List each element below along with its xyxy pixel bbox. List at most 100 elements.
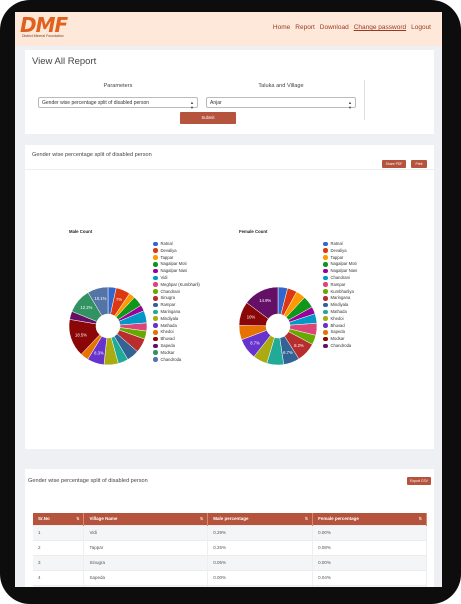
legend-item[interactable]: Nagalpar Nani [153,268,200,275]
nav-home[interactable]: Home [272,24,291,31]
legend-color-dot [153,316,158,321]
legend-item[interactable]: Modsar [323,336,357,343]
legend-item[interactable]: Bhuvad [153,336,200,343]
legend-color-dot [323,323,328,328]
legend-label: Maringana [330,295,351,301]
col-village-name[interactable]: Village Name ⇅ [83,513,209,525]
report-table: Sr.No ⇅ Village Name ⇅ Male percentage ⇅ Fe… [33,513,427,587]
legend-item[interactable]: Nagalpar Moti [323,261,357,268]
table-cell: 0.25% [207,539,314,555]
legend-item[interactable]: Nagalpar Moti [153,261,200,268]
legend-item[interactable]: Chandrani [323,275,357,282]
submit-button[interactable]: Submit [180,112,236,124]
nav-logout[interactable]: Logout [411,24,431,31]
select-arrow-icon: ▲ ▼ [348,100,352,110]
legend-item[interactable]: Devaliya [323,248,357,255]
legend-item[interactable]: Rampar [153,302,200,309]
table-row[interactable]: 3 Sinugra 0.05% 0.00% [33,554,427,570]
slice-value-label: 8.7% [250,340,260,345]
chart-card-title: Gender wise percentage split of disabled… [32,152,152,158]
legend-color-dot [323,248,328,253]
legend-item[interactable]: Tappar [153,255,200,262]
chart-card: Gender wise percentage split of disabled… [25,145,434,449]
pie-slice-chandroda[interactable] [246,286,279,320]
table-header-row: Sr.No ⇅ Village Name ⇅ Male percentage ⇅ Fe… [33,513,427,525]
legend-item[interactable]: Kumbharliya [323,289,357,296]
legend-item[interactable]: Chandrani [153,289,200,296]
female-chart-title: Female Count [239,229,268,234]
legend-item[interactable]: Rampar [323,282,357,289]
legend-item[interactable]: Mindiyala [323,302,357,309]
print-button[interactable]: Print [411,160,427,168]
legend-color-dot [323,275,328,281]
legend-label: Rampar [160,302,176,308]
taluka-select[interactable]: Anjar ▲ ▼ [206,97,356,110]
nav-download[interactable]: Download [319,24,349,31]
legend-item[interactable]: Ratnal [153,241,200,248]
legend-item[interactable]: Maringana [323,295,357,302]
legend-item[interactable]: Vidi [153,275,200,282]
legend-label: Mindiyala [160,315,179,321]
table-row[interactable]: 1 Vidi 0.29% 0.00% [33,524,427,540]
col-srno[interactable]: Sr.No ⇅ [33,513,85,525]
share-pdf-button[interactable]: Share PDF [382,160,406,168]
legend-item[interactable]: Meghpar (Kumbharli) [153,282,200,289]
divider [25,169,434,170]
legend-label: Modsar [160,349,175,355]
table-cell: 0.04% [312,569,427,585]
legend-label: Chandroda [330,342,352,348]
legend-label: Devaliya [330,247,347,253]
legend-item[interactable]: Sinugra [153,295,200,302]
legend-label: Rampar [330,281,346,287]
legend-item[interactable]: Tappar [323,255,357,262]
male-legend: Ratnal Devaliya Tappar Nagalpar Moti Nagalpa… [153,241,200,363]
legend-label: Mindiyala [330,302,349,308]
legend-item[interactable]: Khedoi [153,329,200,336]
legend-label: Chandroda [160,356,182,362]
nav-change-password[interactable]: Change password [353,24,407,31]
table-body: 1 Vidi 0.29% 0.00% 2 Tappar 0.25% 0.08% 3 Sinugra… [33,524,427,587]
legend-item[interactable]: Mathada [323,309,357,316]
legend-item[interactable]: Chandroda [323,343,357,350]
legend-label: Khedoi [330,315,344,321]
legend-label: Vidi [160,274,168,280]
table-row[interactable]: 5Ratnal0.21%0.08% [33,584,427,587]
legend-item[interactable]: Chandroda [153,357,200,364]
legend-color-dot [153,323,158,328]
table-cell: 5 [33,584,85,587]
export-csv-button[interactable]: Export CSV [407,477,431,485]
slice-value-label: 6.7% [283,350,293,355]
dmf-logo[interactable]: DMF District Mineral Foundation [20,15,84,42]
table-row[interactable]: 4 Sapeda 0.00% 0.04% [33,569,427,585]
table-cell: 0.00% [312,524,427,540]
legend-item[interactable]: Sapeda [153,343,200,350]
table-cell: 0.29% [207,524,314,540]
logo-subtitle: District Mineral Foundation [22,34,64,38]
pie-slice-chandroda[interactable] [87,286,109,317]
screen: DMF District Mineral Foundation Home Rep… [15,12,442,587]
legend-item[interactable]: Khedoi [323,316,357,323]
table-cell: Sinugra [83,554,209,570]
legend-item[interactable]: Maringana [153,309,200,316]
legend-item[interactable]: Sapeda [323,329,357,336]
legend-item[interactable]: Devaliya [153,248,200,255]
legend-item[interactable]: Mathada [153,323,200,330]
legend-color-dot [323,296,328,301]
legend-item[interactable]: Modsar [153,350,200,357]
parameter-select[interactable]: Gender wise percentage split of disabled… [38,97,198,110]
legend-color-dot [323,343,328,349]
legend-color-dot [323,262,328,267]
legend-item[interactable]: Ratnal [323,241,357,248]
col-male-percentage[interactable]: Male percentage ⇅ [207,513,314,525]
table-row[interactable]: 2 Tappar 0.25% 0.08% [33,539,427,555]
table-cell: 0.21% [207,584,314,587]
col-female-percentage[interactable]: Female percentage ⇅ [312,513,427,525]
nav-report[interactable]: Report [295,24,315,31]
legend-item[interactable]: Mindiyala [153,316,200,323]
table-cell: 0.08% [312,584,427,587]
taluka-select-value: Anjar [210,100,222,106]
legend-item[interactable]: Nagalpar Nani [323,268,357,275]
legend-item[interactable]: Bhuvad [323,323,357,330]
table-card: Gender wise percentage split of disabled… [25,469,434,587]
legend-color-dot [323,302,328,308]
